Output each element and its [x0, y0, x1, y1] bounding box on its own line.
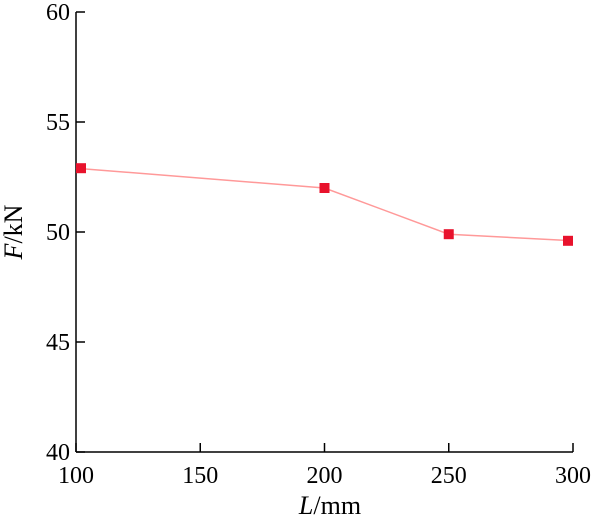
x-tick-label: 300 [555, 463, 591, 489]
y-tick-label: 50 [46, 220, 70, 246]
data-point [563, 235, 573, 246]
y-tick-label: 60 [46, 0, 70, 26]
x-tick-label: 250 [431, 463, 467, 489]
axes [75, 12, 573, 453]
y-axis-title: F/kN [0, 204, 28, 260]
y-tick-label: 55 [46, 110, 70, 136]
y-tick-label: 40 [46, 440, 70, 466]
series-layer [75, 163, 574, 246]
x-tick-label: 200 [307, 463, 343, 489]
x-tick-label: 100 [58, 463, 94, 489]
y-tick-label: 45 [46, 330, 70, 356]
data-point [443, 229, 454, 240]
data-point [319, 183, 330, 193]
ticks: 40 45 50 55 60 100 150 200 250 300 [46, 0, 591, 489]
x-axis-title: L/mm [298, 491, 361, 518]
data-point [76, 163, 86, 174]
series-line [75, 167, 574, 242]
x-tick-label: 150 [182, 463, 218, 489]
